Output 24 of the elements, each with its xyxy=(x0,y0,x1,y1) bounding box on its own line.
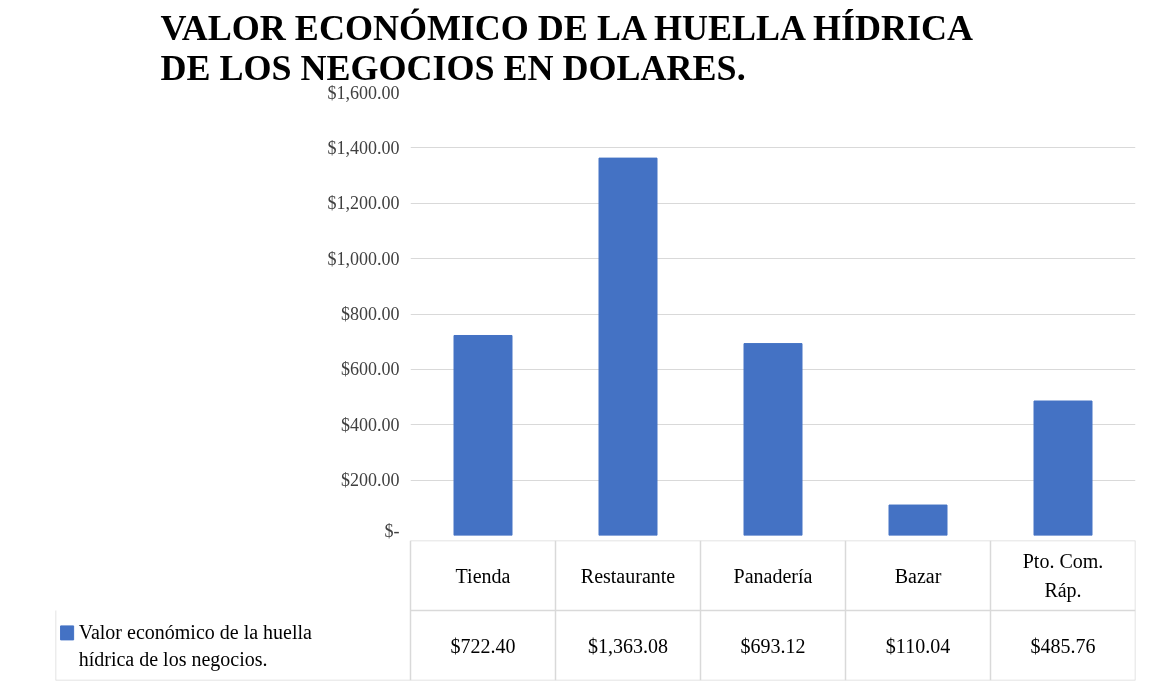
y-tick-label: $1,200.00 xyxy=(327,193,400,214)
data-label: $1,363.08 xyxy=(588,634,668,657)
y-tick-label: $800.00 xyxy=(341,304,400,324)
data-label: $110.04 xyxy=(885,634,951,657)
bar xyxy=(453,334,513,536)
x-tick-label: Tienda xyxy=(455,564,511,587)
y-tick-label: $1,400.00 xyxy=(327,137,400,158)
y-tick-label: $- xyxy=(384,520,400,541)
x-tick-label: Restaurante xyxy=(580,564,676,587)
bar xyxy=(1033,400,1093,536)
x-tick-label: Pto. Com. Ráp. xyxy=(1022,550,1104,602)
y-tick-label: $400.00 xyxy=(341,414,400,435)
data-label: $693.12 xyxy=(740,634,806,657)
bar xyxy=(743,343,803,536)
data-label: $485.76 xyxy=(1030,634,1096,657)
y-tick-label: $1,000.00 xyxy=(327,248,400,269)
bar xyxy=(598,157,658,536)
x-tick-label: Bazar xyxy=(894,564,942,587)
bar xyxy=(888,504,948,536)
x-tick-label: Panadería xyxy=(733,564,813,587)
legend-label: Valor económico de la huella hídrica de los negocios. xyxy=(78,621,313,671)
y-tick-label: $600.00 xyxy=(341,359,400,380)
data-label: $722.40 xyxy=(450,634,516,657)
y-tick-label: $200.00 xyxy=(341,470,400,491)
